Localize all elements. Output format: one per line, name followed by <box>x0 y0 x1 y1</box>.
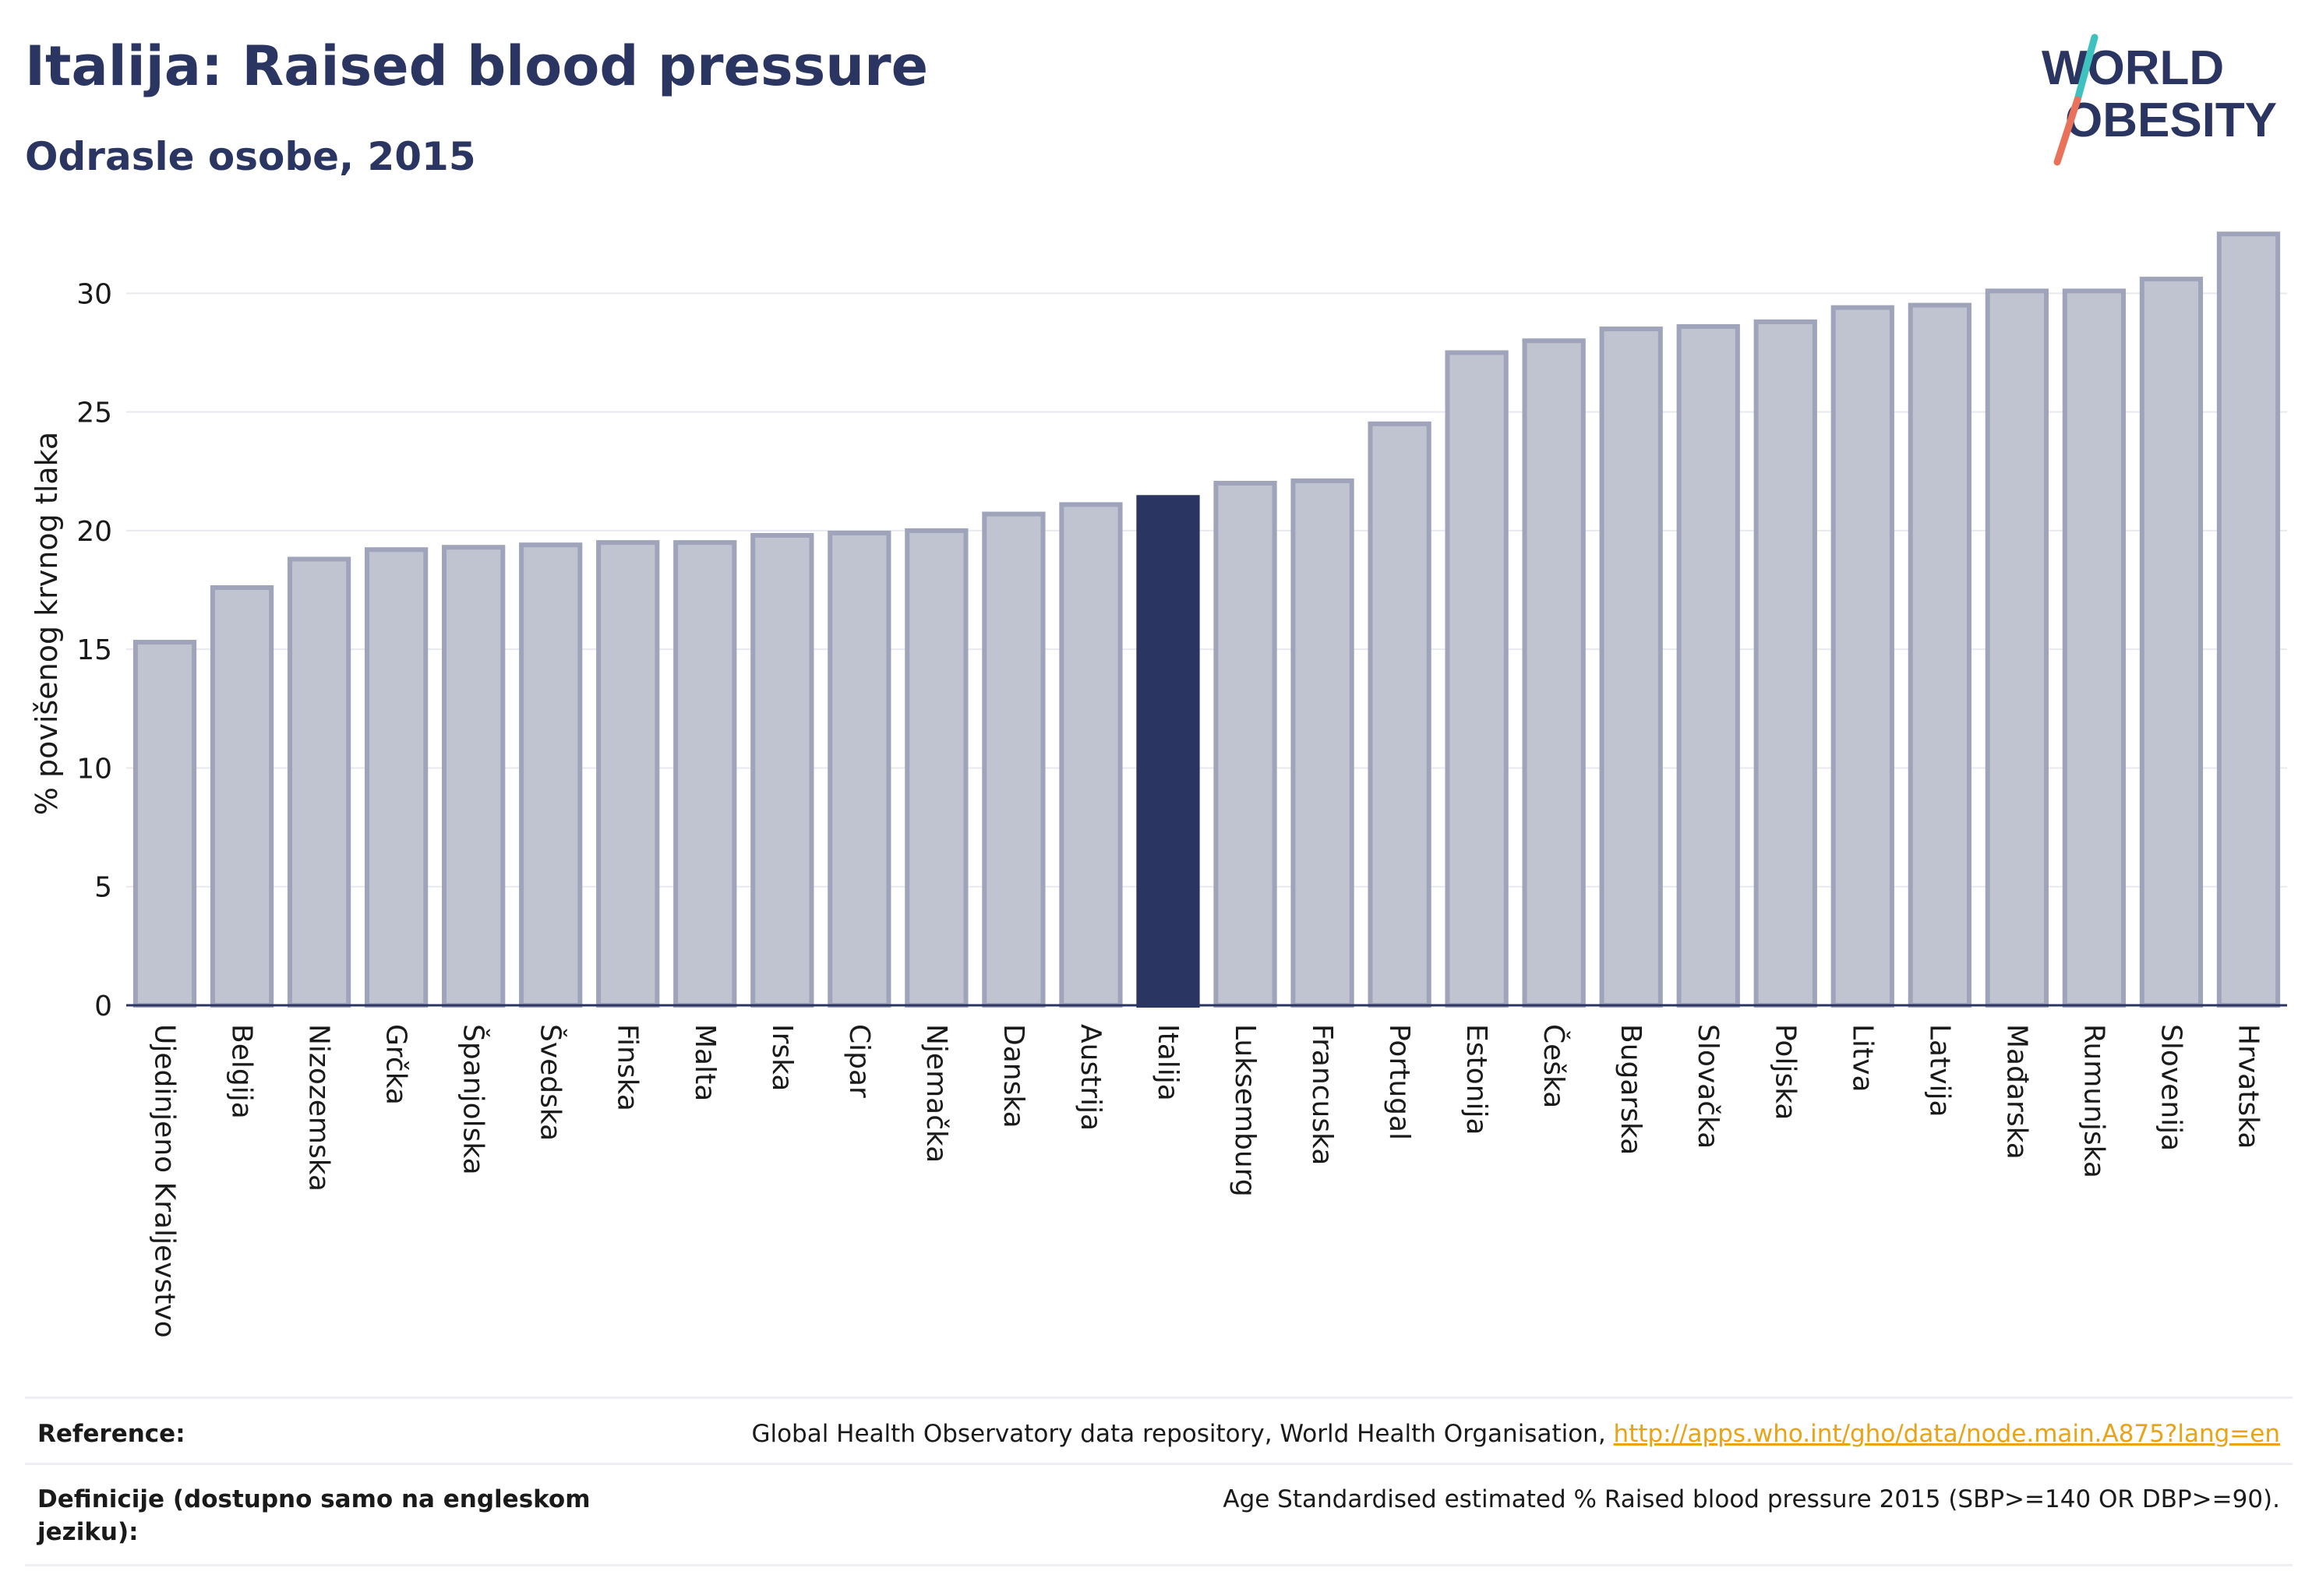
bar-15[interactable] <box>1213 481 1277 1008</box>
x-tick-label: Danska <box>997 1024 1029 1128</box>
bar-28[interactable] <box>2216 231 2281 1008</box>
chart-bars <box>132 231 2281 1008</box>
bar-25[interactable] <box>1985 288 2049 1008</box>
bar-4[interactable] <box>364 547 429 1008</box>
x-tick-label: Rumunjska <box>2077 1024 2109 1178</box>
x-tick-label: Hrvatska <box>2232 1024 2264 1149</box>
y-tick-label: 20 <box>76 516 112 548</box>
x-tick-label: Češka <box>1537 1024 1570 1108</box>
x-tick-label: Njemačka <box>920 1024 952 1163</box>
bar-8[interactable] <box>673 540 737 1008</box>
bar-27[interactable] <box>2139 277 2204 1008</box>
bar-21[interactable] <box>1676 324 1740 1008</box>
y-tick-label: 0 <box>94 990 112 1022</box>
y-tick-label: 10 <box>76 753 112 785</box>
x-tick-label: Luksemburg <box>1229 1024 1261 1197</box>
y-tick-label: 25 <box>76 397 112 429</box>
chart-subtitle: Odrasle osobe, 2015 <box>25 134 476 179</box>
y-tick-label: 15 <box>76 634 112 666</box>
bar-20[interactable] <box>1599 327 1663 1008</box>
x-tick-label: Grčka <box>380 1024 412 1105</box>
logo-slash-coral-icon <box>2053 96 2081 166</box>
x-tick-label: Nizozemska <box>303 1024 335 1192</box>
x-tick-label: Španjolska <box>457 1024 490 1175</box>
x-tick-label: Bugarska <box>1615 1024 1647 1155</box>
logo-slash-teal-icon <box>2074 34 2099 104</box>
x-tick-label: Slovačka <box>1692 1024 1724 1149</box>
x-tick-label: Švedska <box>535 1024 567 1141</box>
x-tick-label: Latvija <box>1923 1024 1955 1118</box>
x-tick-label: Mađarska <box>2000 1024 2032 1160</box>
bar-19[interactable] <box>1522 338 1586 1008</box>
bar-3[interactable] <box>287 556 351 1008</box>
logo-line1: WORLD <box>2042 41 2224 95</box>
bar-7[interactable] <box>596 540 660 1008</box>
y-axis-ticks: 0 5 10 15 20 25 30 <box>76 278 112 1022</box>
y-tick-label: 30 <box>76 278 112 310</box>
reference-divider <box>25 1463 2293 1465</box>
bar-17[interactable] <box>1368 421 1431 1008</box>
reference-panel: Reference: Global Health Observatory dat… <box>25 1396 2293 1566</box>
reference-label: Reference: <box>37 1420 185 1448</box>
bar-2[interactable] <box>210 585 274 1008</box>
bar-6[interactable] <box>519 542 583 1008</box>
x-tick-label: Finska <box>612 1024 644 1111</box>
bar-12[interactable] <box>982 511 1046 1008</box>
bar-16[interactable] <box>1290 478 1354 1008</box>
chart-title: Italija: Raised blood pressure <box>25 34 929 98</box>
definition-label: Definicije (dostupno samo na engleskom j… <box>37 1485 591 1546</box>
x-tick-label: Estonija <box>1460 1024 1492 1135</box>
x-tick-label: Francuska <box>1306 1024 1338 1165</box>
definition-value: Age Standardised estimated % Raised bloo… <box>1223 1485 2280 1513</box>
x-tick-label: Slovenija <box>2155 1024 2187 1151</box>
x-tick-label: Austrija <box>1075 1024 1107 1131</box>
bar-13[interactable] <box>1059 502 1123 1008</box>
x-tick-label: Cipar <box>843 1024 875 1098</box>
bar-9[interactable] <box>750 533 814 1008</box>
bar-24[interactable] <box>1908 302 1971 1008</box>
y-tick-label: 5 <box>94 872 112 904</box>
reference-link[interactable]: http://apps.who.int/gho/data/node.main.A… <box>1613 1420 2280 1448</box>
bar-5[interactable] <box>442 545 506 1008</box>
bar-chart: 0 5 10 15 20 25 30 Ujedinjeno Kraljevstvo Belgi… <box>30 231 2287 1338</box>
y-axis-label: % povišenog krvnog tlaka <box>30 432 64 815</box>
x-tick-label: Malta <box>689 1024 721 1101</box>
reference-source: Global Health Observatory data repositor… <box>751 1420 1614 1448</box>
bar-23[interactable] <box>1830 305 1894 1008</box>
x-tick-label: Poljska <box>1769 1024 1801 1121</box>
bar-18[interactable] <box>1445 350 1509 1008</box>
logo-line2: OBESITY <box>2065 94 2277 147</box>
x-tick-label: Litva <box>1846 1024 1878 1093</box>
world-obesity-logo[interactable]: WORLD OBESITY <box>2026 31 2291 171</box>
bar-11[interactable] <box>905 528 969 1008</box>
x-tick-label: Belgija <box>226 1024 258 1119</box>
x-tick-label: Italija <box>1152 1024 1184 1101</box>
bar-1[interactable] <box>132 640 197 1008</box>
bar-10[interactable] <box>828 530 891 1008</box>
bar-26[interactable] <box>2062 288 2127 1008</box>
reference-value: Global Health Observatory data repositor… <box>751 1418 2280 1450</box>
bar-14[interactable] <box>1136 495 1200 1008</box>
x-tick-label: Portugal <box>1383 1024 1415 1140</box>
x-tick-label: Ujedinjeno Kraljevstvo <box>149 1024 181 1338</box>
bar-22[interactable] <box>1753 319 1817 1008</box>
x-tick-label: Irska <box>766 1024 798 1091</box>
x-axis-labels: Ujedinjeno Kraljevstvo Belgija Nizozemska G… <box>149 1024 2264 1338</box>
